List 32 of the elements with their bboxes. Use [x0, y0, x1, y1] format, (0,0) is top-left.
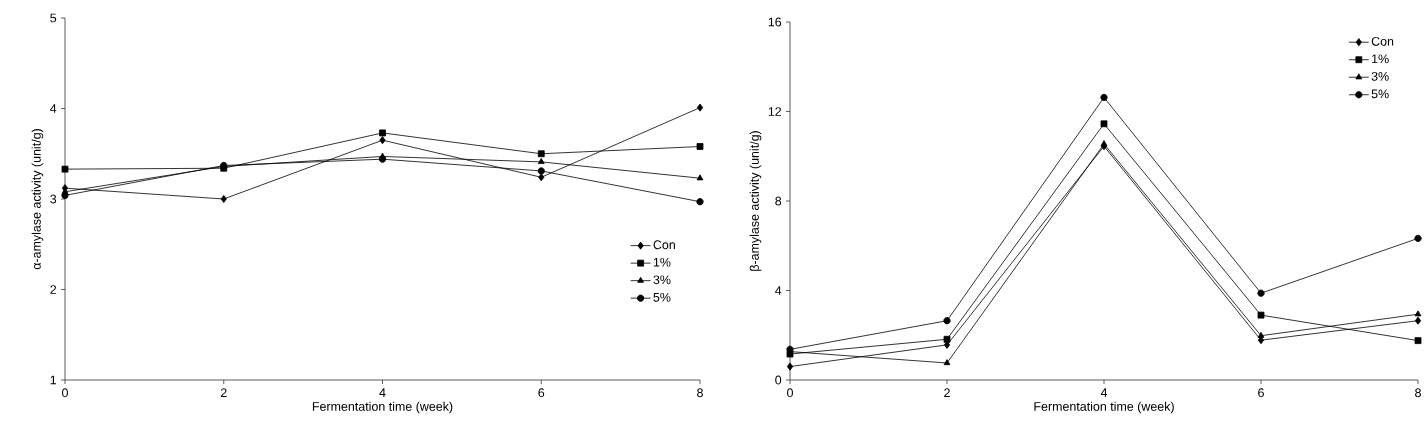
- legend-label: 1%: [653, 257, 671, 267]
- x-tick-label: 2: [944, 388, 950, 398]
- y-tick-label: 5: [50, 13, 57, 23]
- legend-label: 3%: [653, 275, 671, 285]
- legend-label: 3%: [1371, 71, 1389, 81]
- y-tick-label: 12: [768, 107, 782, 116]
- x-axis-title: Fermentation time (week): [1034, 401, 1174, 414]
- x-tick-label: 8: [697, 388, 703, 398]
- x-tick-label: 0: [62, 388, 68, 398]
- legend-label: 5%: [1371, 89, 1389, 99]
- y-tick-label: 4: [50, 104, 57, 113]
- y-tick-label: 0: [775, 375, 782, 385]
- x-tick-label: 4: [1100, 388, 1108, 397]
- x-tick-label: 4: [379, 388, 386, 397]
- legend-label: 5%: [653, 292, 671, 302]
- y-tick-label: 8: [775, 196, 782, 206]
- x-tick-label: 8: [1415, 388, 1421, 398]
- y-axis-title: β-amylase activity (unit/g): [749, 131, 762, 271]
- y-tick-label: 16: [768, 17, 782, 27]
- x-tick-label: 6: [1258, 388, 1264, 398]
- x-axis-title: Fermentation time (week): [312, 401, 453, 414]
- x-tick-label: 6: [538, 388, 545, 398]
- legend-label: Con: [1371, 36, 1394, 46]
- y-tick-label: 1: [50, 375, 57, 385]
- y-axis-title: α-amylase activity (unit/g): [31, 129, 44, 270]
- x-tick-label: 2: [220, 388, 227, 398]
- y-tick-label: 3: [50, 194, 57, 204]
- legend-label: 1%: [1372, 54, 1389, 64]
- y-tick-label: 2: [50, 285, 57, 294]
- y-tick-label: 4: [775, 286, 782, 295]
- x-tick-label: 0: [787, 388, 793, 398]
- legend-label: Con: [653, 240, 675, 250]
